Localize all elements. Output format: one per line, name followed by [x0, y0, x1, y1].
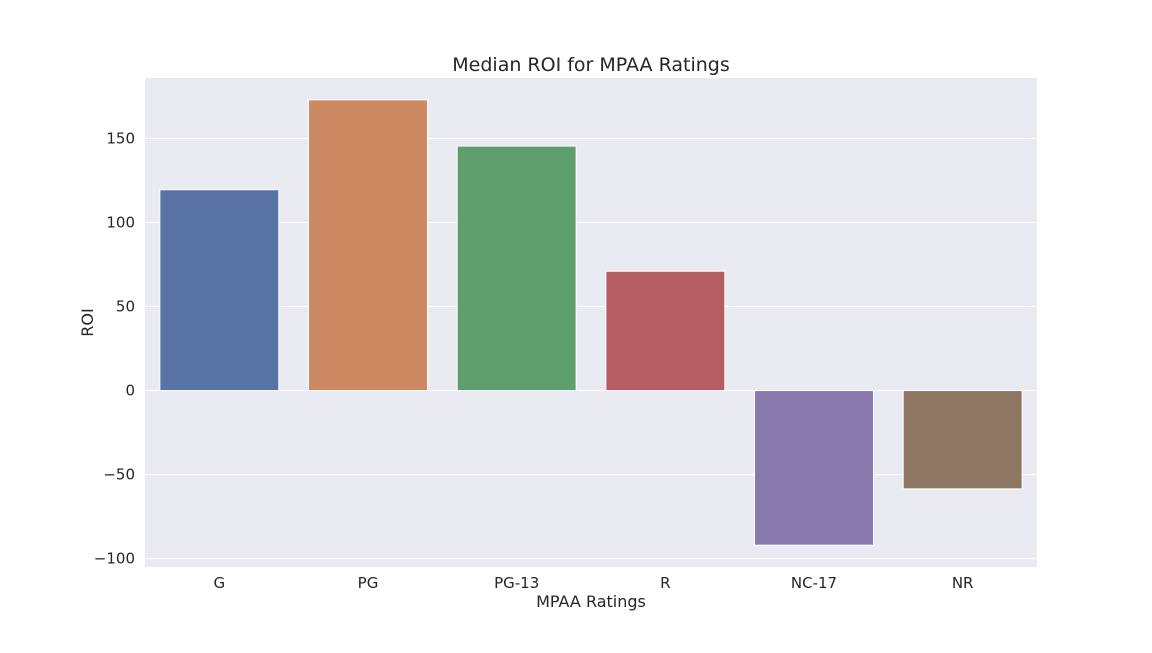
chart-title: Median ROI for MPAA Ratings	[452, 54, 729, 76]
x-tick-labels: G PG PG-13 R NC-17 NR	[214, 574, 974, 592]
x-tick-label: PG	[358, 574, 379, 592]
y-tick-label: 0	[125, 382, 135, 400]
y-tick-label: 150	[106, 129, 135, 147]
x-tick-label: NR	[952, 574, 974, 592]
x-axis-label: MPAA Ratings	[536, 592, 646, 611]
plot-background	[145, 78, 1037, 567]
bar-g	[159, 189, 280, 392]
bar-r	[605, 270, 726, 392]
bars	[159, 99, 1023, 546]
bar-pg	[308, 99, 428, 392]
bar-nr	[902, 390, 1023, 490]
x-tick-label: PG-13	[494, 574, 539, 592]
grid-lines	[145, 137, 1037, 560]
y-tick-labels: −100 −50 0 50 100 150	[94, 129, 135, 567]
bar-nc-17	[754, 390, 874, 546]
y-tick-label: 100	[106, 214, 135, 232]
y-tick-label: −100	[94, 550, 135, 568]
y-tick-label: −50	[103, 466, 135, 484]
x-tick-label: R	[660, 574, 670, 592]
bar-pg-13	[456, 145, 577, 392]
y-tick-label: 50	[116, 298, 135, 316]
x-tick-label: G	[214, 574, 226, 592]
y-axis-label: ROI	[78, 308, 97, 336]
x-tick-label: NC-17	[791, 574, 837, 592]
